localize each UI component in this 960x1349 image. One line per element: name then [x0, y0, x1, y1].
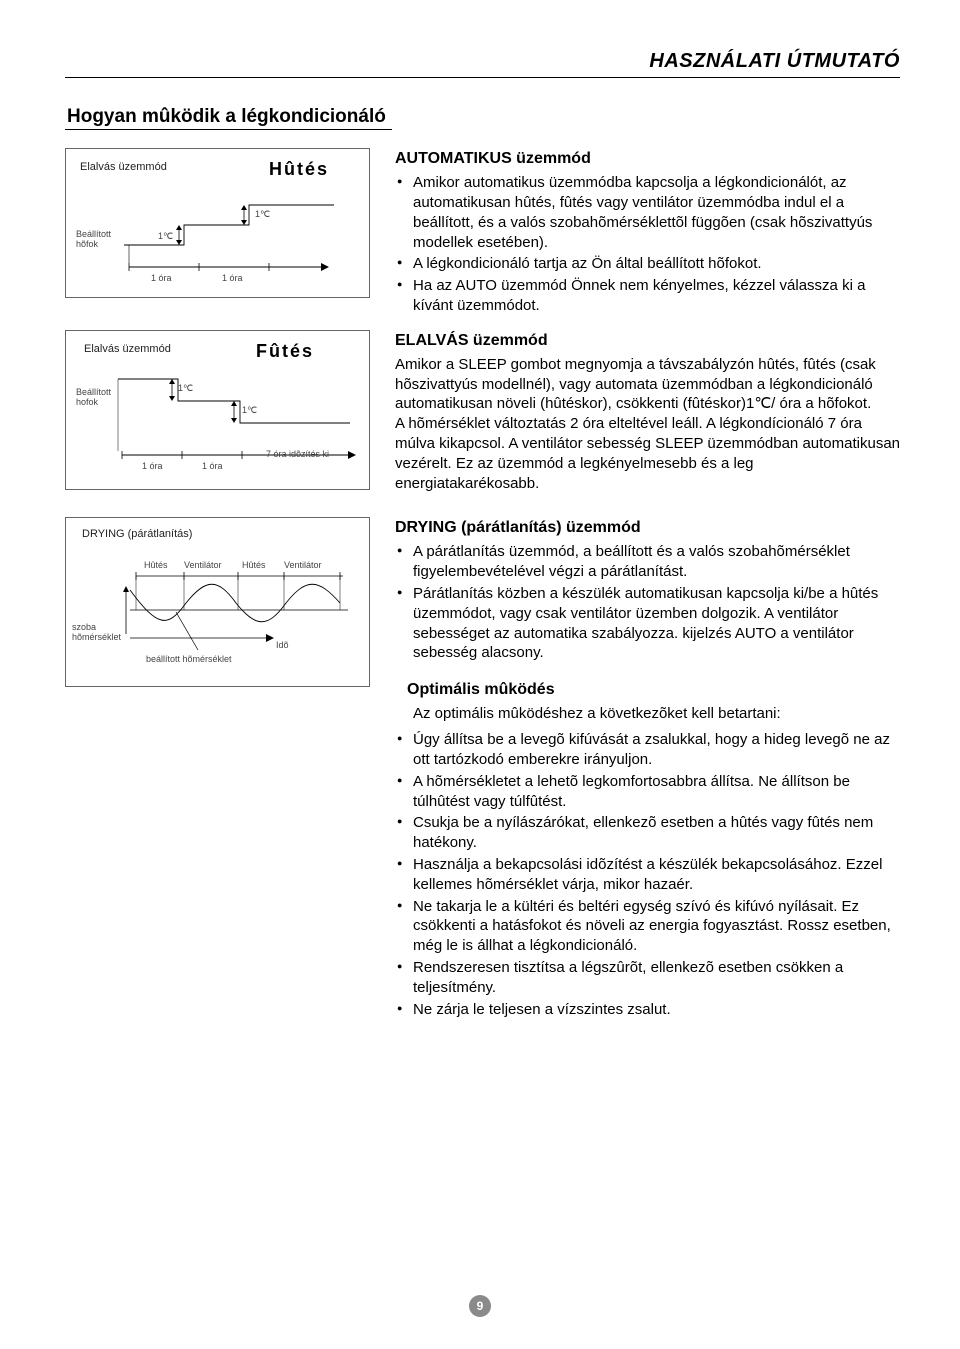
- opt-b1: Úgy állítsa be a levegõ kifúvását a zsal…: [397, 730, 900, 770]
- opt-b6: Rendszeresen tisztítsa a légszûrõt, elle…: [397, 958, 900, 998]
- off-after: 7 óra idõzítés ki: [266, 449, 329, 459]
- page-number-value: 9: [469, 1295, 491, 1317]
- opt-b7: Ne zárja le teljesen a vízszintes zsalut…: [397, 1000, 900, 1020]
- diagram-heating: Elalvás üzemmód Fûtés Beállított hofok: [65, 330, 370, 490]
- sleep-body: Amikor a SLEEP gombot megnyomja a távsza…: [395, 355, 900, 494]
- diagram-drying: DRYING (párátlanítás) Hûtés Ventilátor H…: [65, 517, 370, 687]
- hr-a2: 1 óra: [142, 461, 163, 471]
- hr-a: 1 óra: [151, 273, 172, 283]
- deg-a: 1℃: [158, 231, 173, 242]
- deg-a2: 1℃: [178, 383, 193, 394]
- opt-b2: A hõmérsékletet a lehetõ legkomfortosabb…: [397, 772, 900, 812]
- page-header: HASZNÁLATI ÚTMUTATÓ: [65, 50, 900, 78]
- hr-b: 1 óra: [222, 273, 243, 283]
- opt-list: Úgy állítsa be a levegõ kifúvását a zsal…: [395, 730, 900, 1019]
- dry-list: A párátlanítás üzemmód, a beállított és …: [395, 542, 900, 663]
- dry-b1: A párátlanítás üzemmód, a beállított és …: [397, 542, 900, 582]
- deg-b: 1℃: [255, 209, 270, 220]
- opt-b3: Csukja be a nyílászárókat, ellenkezõ ese…: [397, 813, 900, 853]
- opt-b5: Ne takarja le a kültéri és beltéri egysé…: [397, 897, 900, 956]
- auto-b3: Ha az AUTO üzemmód Önnek nem kényelmes, …: [397, 276, 900, 316]
- diagram-cooling: Elalvás üzemmód Hûtés Beállított hõfok: [65, 148, 370, 298]
- sleep-heading: ELALVÁS üzemmód: [395, 330, 900, 351]
- dry-heading: DRYING (párátlanítás) üzemmód: [395, 517, 900, 538]
- opt-b4: Használja a bekapcsolási idõzítést a kés…: [397, 855, 900, 895]
- dry-b2: Párátlanítás közben a készülék automatik…: [397, 584, 900, 663]
- auto-heading: AUTOMATIKUS üzemmód: [395, 148, 900, 169]
- opt-intro: Az optimális mûködéshez a következõket k…: [413, 704, 900, 724]
- section-title: Hogyan mûködik a légkondicionáló: [65, 106, 392, 130]
- auto-b2: A légkondicionáló tartja az Ön által beá…: [397, 254, 900, 274]
- page-number: 9: [469, 1295, 491, 1317]
- hr-b2: 1 óra: [202, 461, 223, 471]
- auto-list: Amikor automatikus üzemmódba kapcsolja a…: [395, 173, 900, 316]
- auto-b1: Amikor automatikus üzemmódba kapcsolja a…: [397, 173, 900, 252]
- opt-heading: Optimális mûködés: [407, 679, 900, 700]
- deg-b2: 1℃: [242, 405, 257, 416]
